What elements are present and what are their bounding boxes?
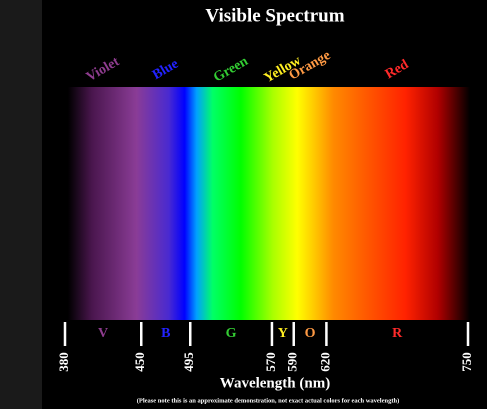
- x-tick-label: 590: [285, 352, 300, 372]
- note: (Please note this is an approximate demo…: [137, 397, 400, 404]
- x-tick-label: 620: [317, 352, 332, 372]
- x-tick-label: 495: [181, 352, 196, 372]
- band-letter: R: [392, 326, 403, 341]
- x-tick-label: 380: [56, 352, 71, 372]
- side-strip: [0, 0, 42, 409]
- band-letter: Y: [278, 326, 288, 341]
- band-letter: O: [305, 326, 316, 341]
- spectrum: [68, 87, 470, 320]
- chart-title: Visible Spectrum: [205, 5, 344, 26]
- x-tick-label: 750: [459, 352, 474, 372]
- band-letter: B: [161, 326, 170, 341]
- x-axis-label: Wavelength (nm): [220, 375, 330, 391]
- band-letter: V: [98, 326, 108, 341]
- band-letter: G: [226, 326, 237, 341]
- x-tick-label: 570: [263, 352, 278, 372]
- x-tick-label: 450: [132, 352, 147, 372]
